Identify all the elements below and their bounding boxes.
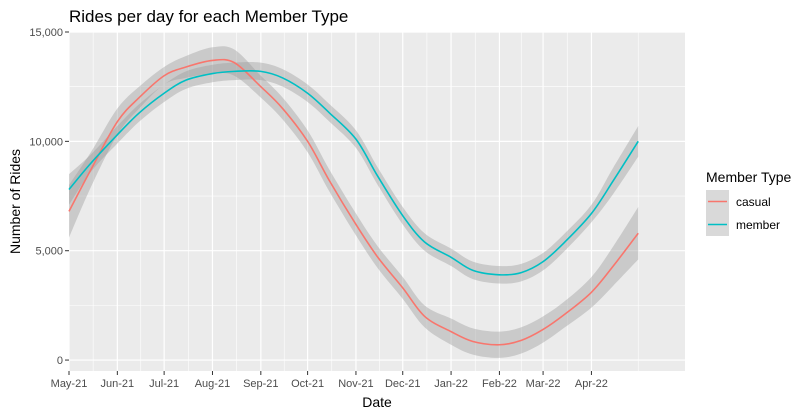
x-tick-label: Apr-22 bbox=[575, 378, 608, 390]
x-tick-label: Mar-22 bbox=[526, 378, 561, 390]
series-line-member bbox=[68, 69, 639, 276]
x-tick-label: Feb-22 bbox=[482, 378, 517, 390]
y-tick-label: 5,000 bbox=[35, 246, 63, 258]
x-tick-label: Jul-21 bbox=[149, 378, 179, 390]
y-tick-label: 10,000 bbox=[29, 136, 63, 148]
series-lines bbox=[68, 58, 639, 346]
series-line-casual bbox=[68, 58, 639, 346]
y-tick-label: 0 bbox=[57, 355, 63, 367]
legend-label-casual: casual bbox=[736, 195, 771, 209]
legend: Member Type casual member bbox=[706, 169, 792, 236]
y-axis: 0 5,000 10,000 15,000 bbox=[29, 27, 69, 367]
legend-label-member: member bbox=[736, 218, 780, 232]
x-tick-label: Jun-21 bbox=[101, 378, 135, 390]
grid-minor bbox=[69, 32, 685, 371]
y-axis-title: Number of Rides bbox=[7, 149, 23, 254]
x-tick-label: Jan-22 bbox=[434, 378, 468, 390]
y-tick-label: 15,000 bbox=[29, 27, 63, 39]
x-tick-label: Oct-21 bbox=[291, 378, 324, 390]
chart-title: Rides per day for each Member Type bbox=[69, 7, 348, 26]
x-tick-label: Sep-21 bbox=[243, 378, 278, 390]
x-axis-title: Date bbox=[362, 394, 392, 410]
legend-title: Member Type bbox=[706, 169, 792, 185]
x-axis: May-21 Jun-21 Jul-21 Aug-21 Sep-21 Oct-21 Nov-… bbox=[51, 371, 608, 390]
x-tick-label: May-21 bbox=[51, 378, 88, 390]
x-tick-label: Dec-21 bbox=[385, 378, 420, 390]
x-tick-label: Aug-21 bbox=[195, 378, 230, 390]
x-tick-label: Nov-21 bbox=[338, 378, 373, 390]
legend-items: casual member bbox=[706, 190, 780, 236]
grid-major bbox=[68, 31, 685, 371]
